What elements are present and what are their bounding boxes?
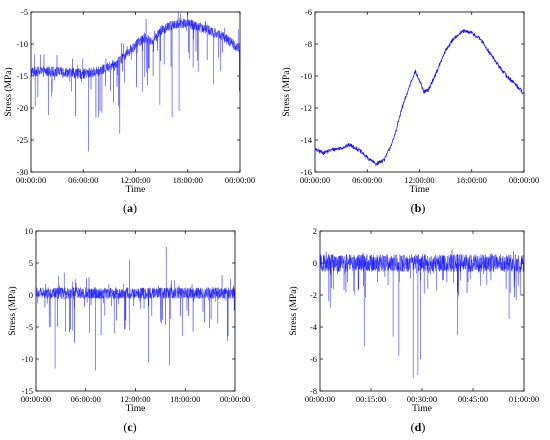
stress-line <box>314 29 525 167</box>
x-axis-label: Time <box>410 185 430 195</box>
caption-b: (b) <box>411 201 426 215</box>
y-axis-label: Stress (MPa) <box>7 286 18 335</box>
x-tick-label: 18:00:00 <box>170 394 200 404</box>
plot-area <box>314 11 525 173</box>
y-tick-label: 0 <box>29 290 33 300</box>
x-axis-label: Time <box>412 404 432 414</box>
y-tick-label: -30 <box>17 167 28 177</box>
caption-a: (a) <box>123 201 137 215</box>
x-tick-label: 00:00:00 <box>220 394 250 404</box>
stress-line <box>35 274 236 343</box>
chart-c: -15 -10 -5 0 5 10 00:00:00 06:00:00 12:00:00 18:… <box>7 226 250 434</box>
stress-series <box>314 29 525 167</box>
x-tick-label: 12:00:00 <box>120 175 150 185</box>
x-tick-label: 00:00:00 <box>16 175 46 185</box>
y-tick-label: -10 <box>301 71 312 81</box>
stress-line <box>319 249 525 302</box>
y-tick-label: -15 <box>22 386 33 396</box>
caption-c: (c) <box>123 420 136 434</box>
y-axis: -8 -6 -4 -2 0 2 <box>310 226 524 396</box>
x-axis: 00:00:00 06:00:00 12:00:00 18:00:00 00:00:00 <box>21 231 250 404</box>
chart-a: -30 -25 -20 -15 -10 -5 00:00:00 06:00:00 12:00:… <box>3 7 255 215</box>
x-tick-label: 18:00:00 <box>457 175 487 185</box>
x-tick-label: 06:00:00 <box>352 175 382 185</box>
x-tick-label: 18:00:00 <box>173 175 203 185</box>
x-tick-label: 00:00:00 <box>509 175 539 185</box>
x-axis-label: Time <box>126 185 146 195</box>
x-axis: 00:00:00 00:15:00 00:30:00 00:45:00 01:00:00 <box>305 231 539 404</box>
y-tick-label: -25 <box>17 135 28 145</box>
x-tick-label: 00:00:00 <box>305 394 335 404</box>
y-tick-label: -6 <box>310 354 317 364</box>
stress-series <box>319 249 525 379</box>
stress-series <box>30 11 241 152</box>
y-tick-label: -5 <box>26 322 33 332</box>
y-tick-label: -5 <box>21 7 28 17</box>
x-tick-label: 00:00:00 <box>300 175 330 185</box>
y-tick-label: -14 <box>301 135 313 145</box>
x-tick-label: 06:00:00 <box>68 175 98 185</box>
y-axis-label: Stress (MPa) <box>281 67 292 116</box>
y-tick-label: -15 <box>17 71 28 81</box>
y-tick-label: 5 <box>29 258 33 268</box>
y-axis: -16 -14 -12 -10 -8 -6 <box>301 7 524 177</box>
y-tick-label: -2 <box>310 290 317 300</box>
caption-d: (d) <box>411 420 426 434</box>
y-tick-label: 0 <box>313 258 317 268</box>
y-tick-label: 2 <box>313 226 317 236</box>
x-axis: 00:00:00 06:00:00 12:00:00 18:00:00 00:00:00 <box>300 12 539 185</box>
y-tick-label: -8 <box>310 386 317 396</box>
y-tick-label: -8 <box>305 39 312 49</box>
x-tick-label: 00:00:00 <box>21 394 51 404</box>
y-axis-label: Stress (MPa) <box>288 286 299 335</box>
y-tick-label: 10 <box>25 226 34 236</box>
x-tick-label: 00:15:00 <box>356 394 386 404</box>
plot-area <box>30 11 241 173</box>
x-tick-label: 06:00:00 <box>71 394 101 404</box>
x-axis-label: Time <box>126 404 146 414</box>
y-tick-label: -16 <box>301 167 312 177</box>
y-tick-label: -10 <box>22 354 33 364</box>
x-tick-label: 00:30:00 <box>407 394 437 404</box>
y-tick-label: -6 <box>305 7 312 17</box>
y-axis-label: Stress (MPa) <box>3 67 14 116</box>
x-tick-label: 00:00:00 <box>225 175 255 185</box>
y-axis: -15 -10 -5 0 5 10 <box>22 226 235 396</box>
chart-b: -16 -14 -12 -10 -8 -6 00:00:00 06:00:00 12:00:0… <box>281 7 539 215</box>
plot-area <box>319 230 525 392</box>
chart-d: -8 -6 -4 -2 0 2 00:00:00 00:15:00 00:30:00 00:45… <box>288 226 539 434</box>
stress-series <box>35 247 236 371</box>
x-tick-label: 12:00:00 <box>404 175 434 185</box>
y-axis: -30 -25 -20 -15 -10 -5 <box>17 7 240 177</box>
x-tick-label: 12:00:00 <box>120 394 150 404</box>
y-tick-label: -10 <box>17 39 28 49</box>
y-tick-label: -12 <box>301 103 312 113</box>
y-tick-label: -20 <box>17 103 28 113</box>
stress-line <box>30 11 241 118</box>
x-tick-label: 01:00:00 <box>509 394 539 404</box>
x-axis: 00:00:00 06:00:00 12:00:00 18:00:00 00:00:00 <box>16 12 255 185</box>
x-tick-label: 00:45:00 <box>458 394 488 404</box>
y-tick-label: -4 <box>310 322 318 332</box>
